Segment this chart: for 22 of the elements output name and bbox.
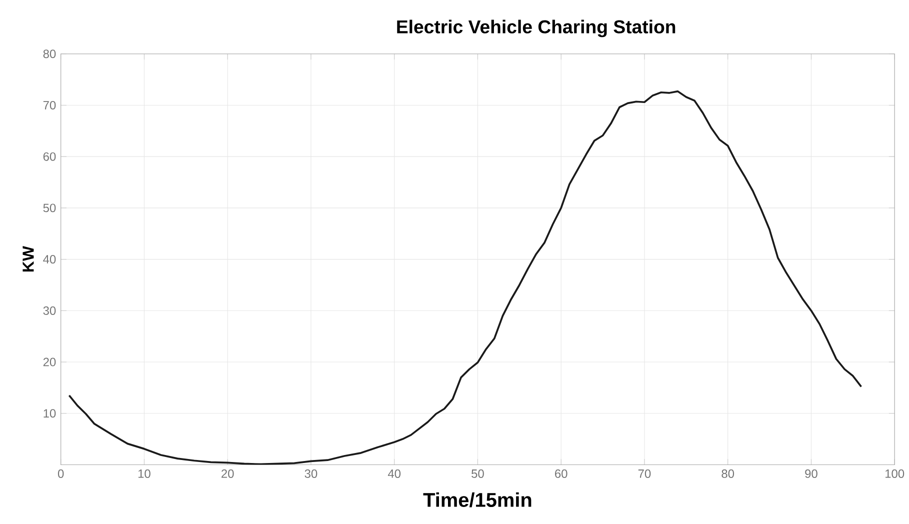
x-tick-label: 10 [138, 470, 150, 478]
x-tick-label: 80 [722, 470, 734, 478]
y-tick-label: 70 [43, 101, 56, 110]
y-tick-label: 80 [43, 50, 56, 58]
x-tick-label: 100 [886, 470, 904, 478]
y-axis-title: KW [22, 246, 34, 272]
y-tick-label: 50 [43, 204, 56, 212]
chart-title: Electric Vehicle Charing Station [397, 20, 676, 38]
x-tick-label: 90 [805, 470, 818, 478]
x-tick-label: 70 [638, 470, 651, 478]
x-tick-label: 30 [304, 470, 318, 478]
y-tick-label: 60 [43, 152, 56, 162]
x-axis-title: Time/15min [423, 492, 532, 508]
x-tick-label: 20 [222, 470, 234, 478]
y-tick-label: 20 [43, 358, 56, 366]
x-tick-label: 40 [388, 470, 401, 478]
y-tick-label: 10 [44, 409, 56, 418]
y-tick-label: 30 [43, 306, 56, 316]
x-tick-label: 0 [58, 470, 64, 478]
y-tick-label: 40 [43, 255, 56, 264]
x-tick-label: 50 [472, 470, 484, 478]
x-tick-label: 60 [555, 470, 568, 478]
